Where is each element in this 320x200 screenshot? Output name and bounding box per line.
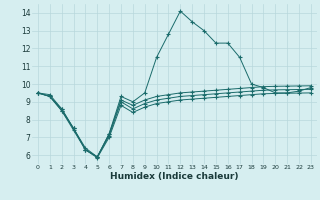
X-axis label: Humidex (Indice chaleur): Humidex (Indice chaleur) — [110, 172, 239, 181]
